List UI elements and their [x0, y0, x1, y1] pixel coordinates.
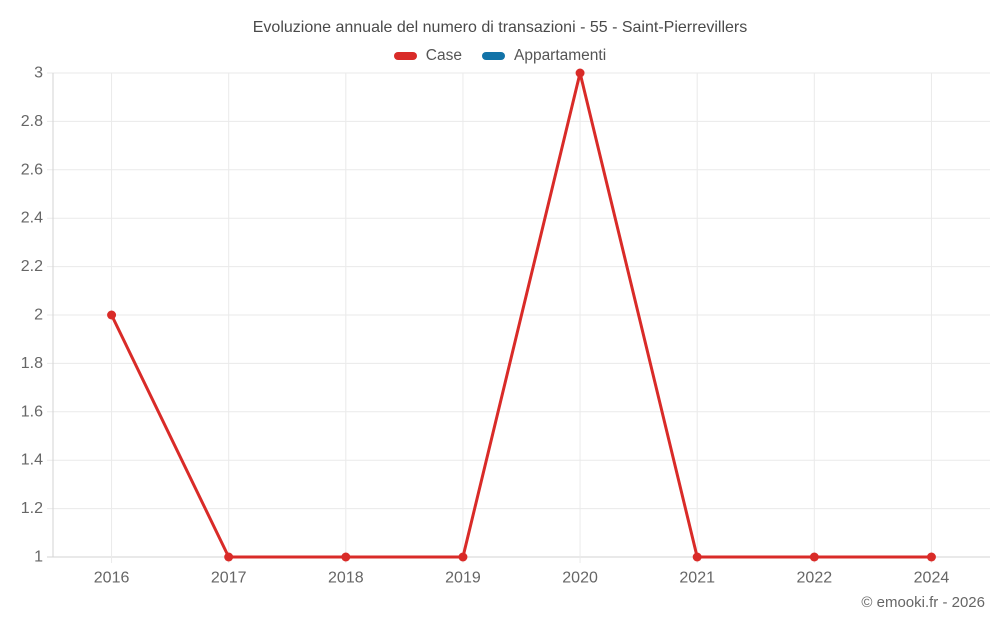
svg-text:1.2: 1.2 [21, 500, 43, 517]
svg-text:2.8: 2.8 [21, 113, 43, 130]
svg-text:2.6: 2.6 [21, 161, 43, 178]
legend-item-appartamenti[interactable]: Appartamenti [481, 47, 607, 65]
svg-text:1.4: 1.4 [21, 452, 43, 469]
svg-text:2.2: 2.2 [21, 258, 43, 275]
svg-text:2018: 2018 [328, 570, 364, 587]
legend-label-appartamenti: Appartamenti [513, 47, 607, 64]
svg-text:2016: 2016 [94, 570, 130, 587]
appartamenti-series-swatch-icon [481, 52, 505, 60]
chart-legend: Case Appartamenti [0, 47, 1000, 65]
svg-text:1: 1 [34, 549, 43, 566]
svg-text:2017: 2017 [211, 570, 247, 587]
legend-label-case: Case [425, 47, 462, 64]
svg-text:2.4: 2.4 [21, 210, 43, 227]
svg-text:2024: 2024 [914, 570, 950, 587]
svg-text:3: 3 [34, 65, 43, 82]
case-series-swatch-icon [393, 52, 417, 60]
legend-item-case[interactable]: Case [393, 47, 462, 65]
svg-text:2021: 2021 [679, 570, 715, 587]
svg-text:2020: 2020 [562, 570, 598, 587]
svg-text:2: 2 [34, 307, 43, 324]
copyright-credit: © emooki.fr - 2026 [861, 594, 985, 611]
svg-text:1.6: 1.6 [21, 403, 43, 420]
chart-title: Evoluzione annuale del numero di transaz… [252, 19, 748, 36]
svg-text:1.8: 1.8 [21, 355, 43, 372]
svg-text:2019: 2019 [445, 570, 481, 587]
svg-text:2022: 2022 [797, 570, 833, 587]
